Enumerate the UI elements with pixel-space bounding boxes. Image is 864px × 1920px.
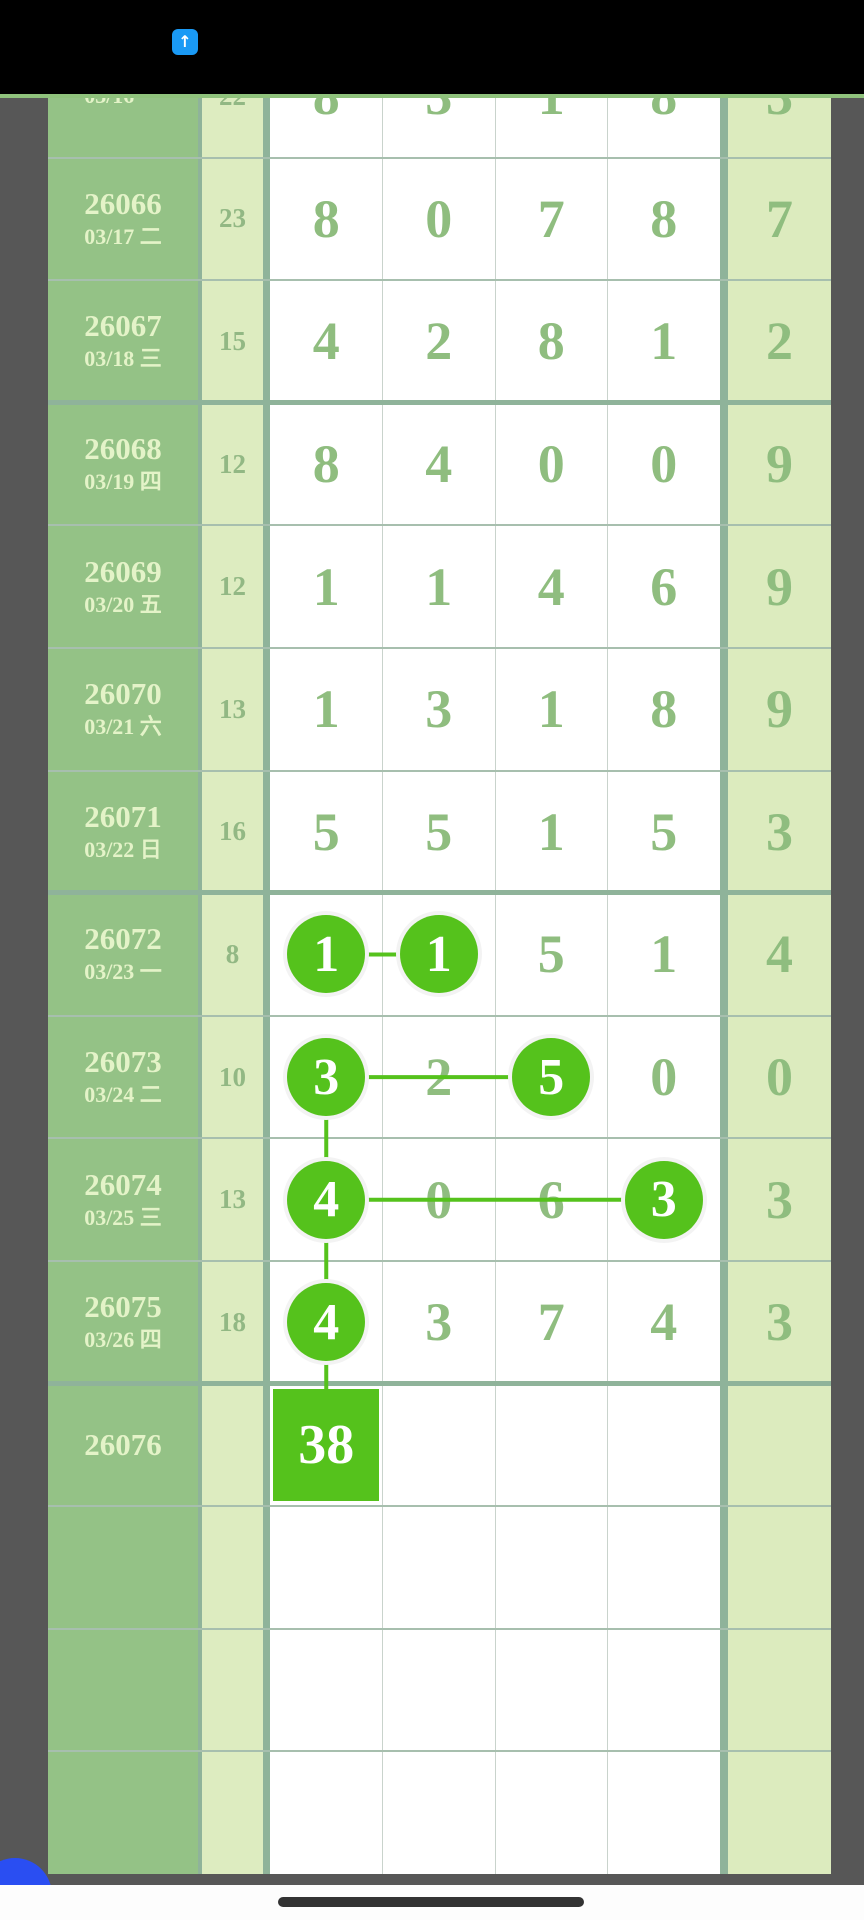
divider [720,35,728,1874]
row-divider [48,1260,831,1262]
row-divider [48,1627,831,1630]
divider [198,35,202,1874]
row-divider [48,1014,831,1017]
row-divider [48,156,831,159]
extra-column [728,35,831,1874]
row-divider [48,647,831,649]
upload-arrow-icon[interactable]: ↑ [172,29,198,55]
divider [495,35,496,1874]
home-bar [0,1885,864,1920]
sum-column [202,35,263,1874]
date-column [48,35,198,1874]
divider [382,35,383,1874]
row-divider [48,1505,831,1508]
divider [263,35,270,1874]
row-divider [48,1750,831,1753]
row-divider [48,399,831,405]
row-divider [48,769,831,772]
row-divider [48,279,831,282]
divider [0,94,864,98]
row-divider [48,890,831,896]
divider [607,35,608,1874]
row-divider [48,1380,831,1386]
home-indicator[interactable] [278,1897,584,1907]
row-divider [48,524,831,527]
row-divider [48,1137,831,1140]
status-bar: ↑ [0,0,864,94]
